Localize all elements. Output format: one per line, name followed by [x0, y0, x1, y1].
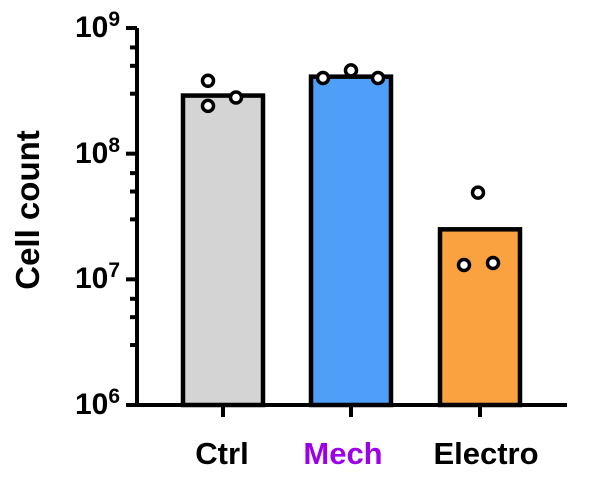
data-point-ctrl — [200, 73, 216, 89]
y-tick-label: 106 — [74, 385, 120, 421]
bar-mech — [308, 74, 394, 408]
x-tick-label-mech: Mech — [303, 436, 383, 471]
x-tick-label-electro: Electro — [433, 436, 539, 471]
data-point-ctrl — [228, 90, 244, 105]
y-tick-label: 109 — [74, 8, 120, 44]
data-point-electro — [470, 185, 486, 200]
data-point-ctrl — [200, 98, 216, 114]
data-point-mech — [343, 63, 359, 78]
y-tick-label: 107 — [74, 259, 120, 296]
data-point-mech — [315, 70, 331, 86]
bar-ctrl — [180, 93, 266, 408]
y-tick-label: 108 — [74, 133, 120, 170]
data-point-mech — [370, 70, 386, 86]
bar-electro — [437, 227, 523, 408]
data-point-electro — [456, 257, 472, 273]
data-point-electro — [485, 255, 501, 271]
x-tick-label-ctrl: Ctrl — [195, 436, 249, 471]
